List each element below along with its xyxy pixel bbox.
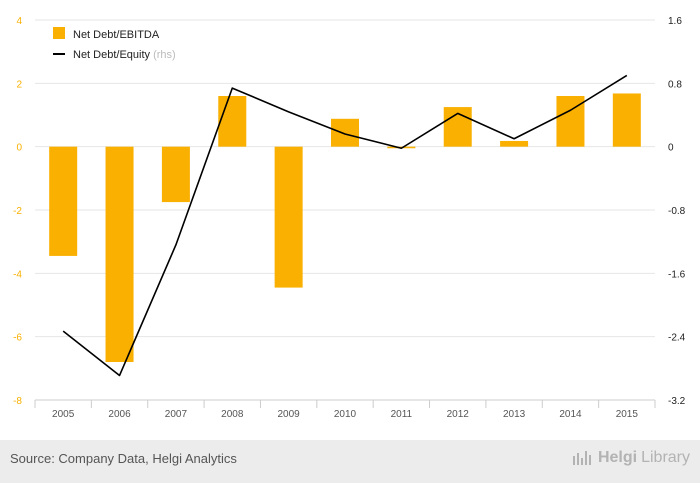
bar-series (49, 93, 641, 362)
bar (274, 146, 303, 288)
y-left-tick-label: -8 (13, 396, 22, 407)
x-tick-label: 2007 (165, 409, 188, 420)
x-tick-label: 2012 (447, 409, 470, 420)
source-text: Source: Company Data, Helgi Analytics (10, 451, 237, 466)
y-right-tick-label: -1.6 (668, 269, 686, 280)
x-tick-label: 2005 (52, 409, 75, 420)
legend-rhs-note: (rhs) (153, 49, 176, 61)
y-left-tick-label: 2 (16, 79, 22, 90)
x-tick-label: 2013 (503, 409, 526, 420)
y-left-tick-label: 4 (16, 16, 22, 27)
y-right-tick-label: -3.2 (668, 396, 686, 407)
bar (49, 146, 78, 256)
x-tick-label: 2010 (334, 409, 357, 420)
x-tick-label: 2008 (221, 409, 244, 420)
y-right-tick-label: 0 (668, 143, 674, 154)
x-tick-label: 2014 (559, 409, 582, 420)
footer: Source: Company Data, Helgi Analytics He… (0, 440, 700, 483)
bar (612, 93, 641, 147)
x-tick-label: 2006 (108, 409, 131, 420)
brand-logo: Helgi Library (572, 449, 690, 467)
helgi-library-icon (572, 451, 591, 465)
x-tick-label: 2015 (616, 409, 639, 420)
bar (500, 140, 529, 147)
y-right-tick-label: -2.4 (668, 333, 686, 344)
legend-swatch-bar (53, 27, 65, 39)
y-right-tick-label: -0.8 (668, 206, 686, 217)
y-left-tick-label: -6 (13, 333, 22, 344)
bar (105, 146, 134, 362)
legend-label: Net Debt/EBITDA (73, 29, 160, 41)
bar (331, 118, 359, 147)
y-left-tick-label: -4 (13, 269, 22, 280)
y-left-tick-label: -2 (13, 206, 22, 217)
bar (218, 96, 247, 147)
axes: -8 -6 -4 -2 0 2 4 -3.2 -2.4 -1.6 -0.8 0 0.8 1.6 2005 20… (13, 16, 686, 420)
gridlines (35, 19, 655, 338)
y-right-tick-label: 0.8 (668, 79, 682, 90)
y-left-tick-label: 0 (16, 143, 22, 154)
y-right-tick-label: 1.6 (668, 16, 682, 27)
bar (161, 146, 190, 203)
brand-name-light: Library (641, 449, 690, 466)
line-path (62, 74, 628, 377)
legend: Net Debt/EBITDA Net Debt/Equity (rhs) (53, 27, 176, 61)
legend-label: Net Debt/Equity (rhs) (73, 49, 176, 61)
line-series (62, 74, 628, 377)
chart-area: -8 -6 -4 -2 0 2 4 -3.2 -2.4 -1.6 -0.8 0 0.8 1.6 2005 20… (13, 16, 686, 420)
x-tick-label: 2009 (278, 409, 301, 420)
brand-name-bold: Helgi (597, 449, 638, 466)
x-tick-label: 2011 (391, 409, 413, 420)
combo-chart: -8 -6 -4 -2 0 2 4 -3.2 -2.4 -1.6 -0.8 0 0.8 1.6 2005 20… (13, 16, 686, 420)
